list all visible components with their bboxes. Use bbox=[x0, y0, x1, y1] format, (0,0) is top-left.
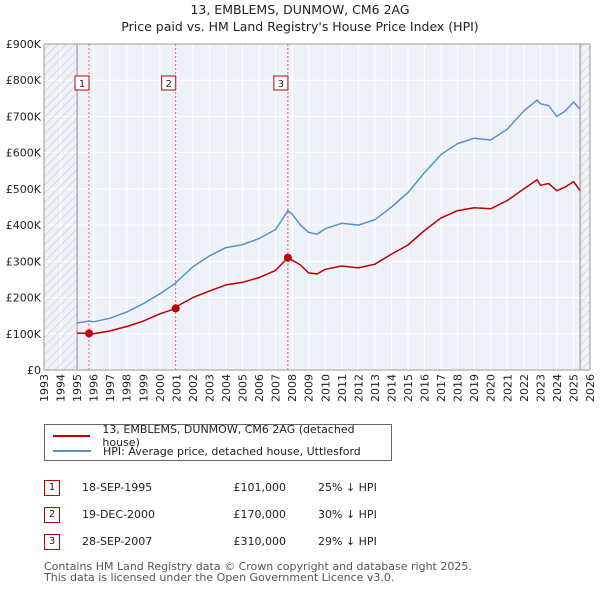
y-tick-label: £700K bbox=[6, 110, 42, 123]
x-tick-label: 2000 bbox=[154, 374, 167, 402]
x-tick-label: 2009 bbox=[303, 374, 316, 402]
legend-item-hpi: HPI: Average price, detached house, Uttl… bbox=[53, 444, 361, 458]
x-tick-label: 2014 bbox=[385, 374, 398, 402]
x-tick-label: 2025 bbox=[567, 374, 580, 402]
x-tick-label: 2015 bbox=[402, 374, 415, 402]
x-tick-label: 2018 bbox=[452, 374, 465, 402]
transaction-row: 3 28-SEP-2007 £310,000 29% ↓ HPI bbox=[44, 528, 418, 555]
sale-point bbox=[171, 304, 180, 313]
plot-area bbox=[44, 44, 590, 370]
y-tick-label: £100K bbox=[6, 328, 42, 341]
x-tick-label: 1997 bbox=[104, 374, 117, 402]
transaction-delta: 30% ↓ HPI bbox=[318, 508, 377, 521]
transaction-delta: 25% ↓ HPI bbox=[318, 481, 377, 494]
legend-line-property bbox=[53, 435, 91, 437]
x-tick-label: 2002 bbox=[187, 374, 200, 402]
x-tick-label: 2004 bbox=[220, 374, 233, 402]
footer-line-2: This data is licensed under the Open Gov… bbox=[44, 571, 395, 584]
x-tick-label: 1995 bbox=[71, 374, 84, 402]
transaction-price: £310,000 bbox=[233, 535, 287, 548]
hatched-region bbox=[44, 44, 78, 370]
x-tick-label: 2003 bbox=[203, 374, 216, 402]
x-tick-label: 1999 bbox=[137, 374, 150, 402]
x-tick-label: 2022 bbox=[518, 374, 531, 402]
x-tick-label: 2011 bbox=[336, 374, 349, 402]
chart-legend: 13, EMBLEMS, DUNMOW, CM6 2AG (detached h… bbox=[44, 423, 392, 461]
x-tick-label: 2001 bbox=[170, 374, 183, 402]
transaction-number: 3 bbox=[44, 533, 60, 550]
transaction-row: 2 19-DEC-2000 £170,000 30% ↓ HPI bbox=[44, 501, 418, 528]
x-tick-label: 1998 bbox=[121, 374, 134, 402]
series-line-property bbox=[77, 179, 581, 335]
footer: Contains HM Land Registry data © Crown c… bbox=[44, 561, 472, 583]
x-tick-label: 2005 bbox=[237, 374, 250, 402]
sale-marker-box bbox=[273, 75, 289, 91]
sale-marker-label: 2 bbox=[166, 79, 172, 90]
plot-border bbox=[43, 43, 591, 371]
series-line-hpi bbox=[76, 99, 581, 324]
sale-marker-label: 3 bbox=[278, 79, 284, 90]
y-tick-label: £800K bbox=[6, 74, 42, 87]
hatched-region bbox=[580, 44, 590, 370]
y-tick-label: £0 bbox=[27, 364, 41, 377]
x-tick-label: 2024 bbox=[551, 374, 564, 402]
x-tick-label: 2008 bbox=[286, 374, 299, 402]
y-tick-label: £200K bbox=[6, 292, 42, 305]
y-tick-label: £900K bbox=[6, 38, 42, 51]
x-tick-label: 2007 bbox=[270, 374, 283, 402]
x-tick-label: 2017 bbox=[435, 374, 448, 402]
transaction-delta: 29% ↓ HPI bbox=[318, 535, 377, 548]
transaction-number: 1 bbox=[44, 479, 60, 496]
sale-point bbox=[85, 329, 94, 338]
transaction-price: £170,000 bbox=[233, 508, 287, 521]
sale-point bbox=[283, 253, 292, 262]
x-tick-label: 2006 bbox=[253, 374, 266, 402]
y-tick-label: £400K bbox=[6, 219, 42, 232]
x-tick-label: 1993 bbox=[38, 374, 51, 402]
y-tick-label: £300K bbox=[6, 255, 42, 268]
x-tick-label: 2020 bbox=[485, 374, 498, 402]
sale-marker-box bbox=[74, 75, 90, 91]
legend-label-hpi: HPI: Average price, detached house, Uttl… bbox=[103, 444, 361, 458]
sale-marker-box bbox=[161, 75, 177, 91]
x-tick-label: 1994 bbox=[55, 374, 68, 402]
transaction-date: 18-SEP-1995 bbox=[82, 481, 153, 494]
chart-subtitle: Price paid vs. HM Land Registry's House … bbox=[121, 19, 479, 34]
transaction-date: 19-DEC-2000 bbox=[82, 508, 156, 521]
transaction-date: 28-SEP-2007 bbox=[82, 535, 153, 548]
transaction-row: 1 18-SEP-1995 £101,000 25% ↓ HPI bbox=[44, 474, 418, 501]
legend-line-hpi bbox=[53, 450, 91, 452]
legend-label-property: 13, EMBLEMS, DUNMOW, CM6 2AG (detached h… bbox=[102, 423, 355, 449]
x-tick-label: 2023 bbox=[534, 374, 547, 402]
x-tick-label: 2021 bbox=[501, 374, 514, 402]
price-chart: 1 2 3 £0 £100K £200K £300K £400K £500K £600K £700… bbox=[6, 38, 597, 402]
x-tick-label: 2026 bbox=[584, 374, 597, 402]
x-tick-label: 2013 bbox=[369, 374, 382, 402]
transaction-number: 2 bbox=[44, 506, 60, 523]
x-tick-label: 2012 bbox=[352, 374, 365, 402]
x-tick-label: 2010 bbox=[319, 374, 332, 402]
transaction-price: £101,000 bbox=[233, 481, 287, 494]
y-tick-label: £600K bbox=[6, 147, 42, 160]
y-tick-label: £500K bbox=[6, 183, 42, 196]
transactions-table: 1 18-SEP-1995 £101,000 25% ↓ HPI 2 19-DEC-200… bbox=[44, 474, 418, 555]
footer-line-1: Contains HM Land Registry data © Crown c… bbox=[44, 560, 472, 573]
chart-title: 13, EMBLEMS, DUNMOW, CM6 2AG bbox=[190, 2, 410, 17]
x-tick-label: 2016 bbox=[419, 374, 432, 402]
x-tick-label: 2019 bbox=[468, 374, 481, 402]
x-tick-label: 1996 bbox=[88, 374, 101, 402]
legend-item-property: 13, EMBLEMS, DUNMOW, CM6 2AG (detached h… bbox=[53, 423, 391, 449]
sale-marker-label: 1 bbox=[79, 79, 85, 90]
